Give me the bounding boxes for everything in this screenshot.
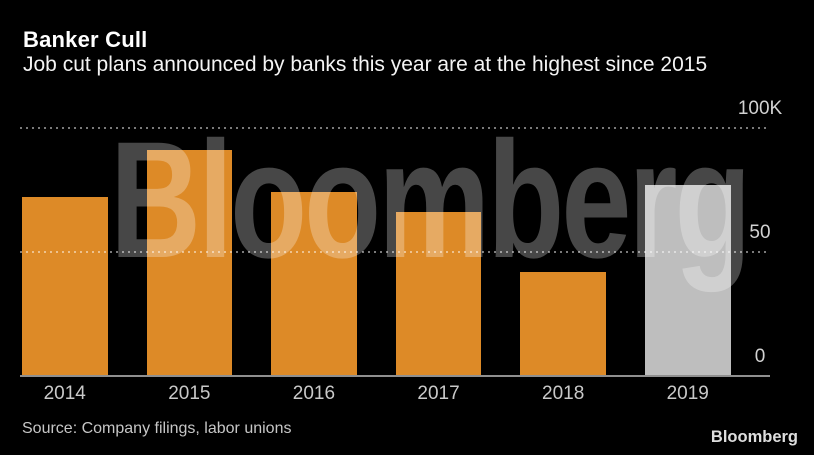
chart-subtitle: Job cut plans announced by banks this ye… [23, 53, 708, 76]
y-axis-tick-0: 0 [754, 346, 766, 367]
bar-2018 [520, 271, 606, 376]
bar-2017 [395, 212, 482, 376]
x-axis-line [20, 375, 770, 377]
bar-2014 [22, 197, 108, 376]
x-axis-label-2014: 2014 [43, 383, 86, 404]
x-axis-label-2019: 2019 [666, 383, 709, 404]
x-axis-label-2015: 2015 [168, 383, 211, 404]
bloomberg-logo: Bloomberg [710, 428, 798, 446]
source-attribution: Source: Company filings, labor unions [22, 420, 292, 437]
x-axis-label-2017: 2017 [417, 383, 460, 404]
y-axis-tick-100k: 100K [737, 98, 783, 119]
gridline-50 [20, 251, 770, 253]
gridline-100k [20, 127, 770, 129]
bar-2016 [271, 192, 357, 376]
bar-2019 [645, 185, 731, 376]
chart-title: Banker Cull [23, 27, 148, 52]
y-axis-tick-50: 50 [749, 222, 771, 243]
bar-2015 [146, 150, 233, 376]
x-axis-label-2018: 2018 [542, 383, 585, 404]
x-axis-label-2016: 2016 [292, 383, 336, 404]
